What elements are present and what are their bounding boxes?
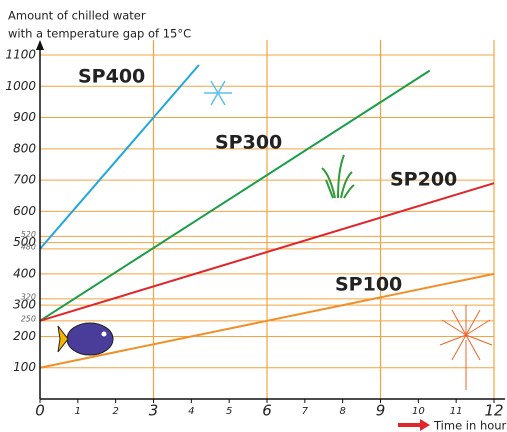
x-arrow-icon — [398, 419, 430, 431]
x-tick-label: 11 — [450, 406, 463, 417]
series-label: SP300 — [215, 132, 282, 154]
fish — [58, 323, 113, 355]
x-tick-label: 1 — [75, 406, 81, 417]
x-tick-label: 7 — [302, 406, 309, 417]
y-axis-arrow — [36, 40, 44, 50]
grass — [322, 155, 354, 198]
snowflake — [204, 81, 232, 105]
series-label: SP200 — [390, 169, 457, 191]
x-tick-label: 4 — [188, 406, 194, 417]
y-tick-label: 400 — [13, 266, 36, 280]
y-tick-label: 520 — [21, 230, 36, 239]
x-axis-label: Time in hours — [433, 419, 507, 432]
y-tick-label: 600 — [13, 204, 36, 218]
fireworks — [440, 305, 492, 390]
y-tick-label: 320 — [21, 292, 36, 301]
y-tick-label: 250 — [21, 314, 36, 323]
y-tick-label: 800 — [13, 141, 36, 155]
y-tick-label: 1100 — [5, 48, 36, 62]
x-tick-label: 8 — [339, 406, 345, 417]
x-tick-label: 6 — [262, 402, 272, 420]
x-tick-label: 5 — [226, 406, 232, 417]
x-tick-label: 12 — [484, 402, 503, 420]
y-axis-label: with a temperature gap of 15°C — [8, 27, 191, 41]
series-line — [40, 65, 199, 249]
x-tick-label: 10 — [412, 406, 425, 417]
x-tick-label: 2 — [112, 406, 118, 417]
y-tick-label: 480 — [21, 242, 36, 251]
y-tick-label: 100 — [13, 360, 36, 374]
y-tick-label: 1000 — [5, 79, 36, 93]
x-tick-label: 0 — [35, 402, 45, 420]
y-tick-label: 200 — [13, 329, 36, 343]
y-tick-label: 700 — [13, 173, 36, 187]
series-label: SP100 — [335, 274, 402, 296]
x-tick-label: 3 — [149, 402, 159, 420]
series-label: SP400 — [78, 66, 145, 88]
y-axis-label: Amount of chilled water — [8, 9, 146, 23]
x-tick-label: 9 — [376, 402, 386, 420]
y-tick-label: 900 — [13, 110, 36, 124]
chart: Amount of chilled water with a temperatu… — [0, 0, 507, 432]
